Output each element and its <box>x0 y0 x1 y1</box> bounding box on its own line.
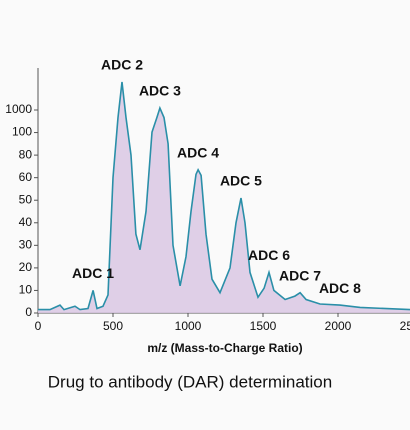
peak-label: ADC 5 <box>220 173 262 189</box>
peak-label: ADC 3 <box>139 83 181 99</box>
x-tick-label: 2500 <box>400 319 410 333</box>
x-tick-label: 1000 <box>175 319 202 333</box>
y-tick-label: 100 <box>12 125 32 139</box>
line <box>38 81 410 311</box>
peak-label: ADC 1 <box>72 265 114 281</box>
peak-label: ADC 2 <box>101 57 143 73</box>
y-tick-label: 20 <box>19 260 33 274</box>
y-tick-label: 30 <box>19 238 33 252</box>
peak-label: ADC 8 <box>319 280 361 296</box>
y-tick-label: 50 <box>19 192 33 206</box>
x-tick-label: 500 <box>103 319 123 333</box>
y-tick-label: 1000 <box>5 102 32 116</box>
x-tick-label: 2000 <box>325 319 352 333</box>
y-tick-label: 0 <box>25 305 32 319</box>
peak-label: ADC 7 <box>279 267 321 283</box>
y-tick-label: 10 <box>19 283 33 297</box>
x-axis-label: m/z (Mass-to-Charge Ratio) <box>147 341 302 355</box>
caption: Drug to antibody (DAR) determination <box>48 372 332 391</box>
x-tick-label: 0 <box>35 319 42 333</box>
peak-label: ADC 6 <box>248 247 290 263</box>
area <box>38 82 410 313</box>
peak-label: ADC 4 <box>177 144 219 160</box>
y-tick-label: 60 <box>19 170 33 184</box>
x-tick-label: 1500 <box>250 319 277 333</box>
y-tick-label: 40 <box>19 215 33 229</box>
y-tick-label: 80 <box>19 147 33 161</box>
